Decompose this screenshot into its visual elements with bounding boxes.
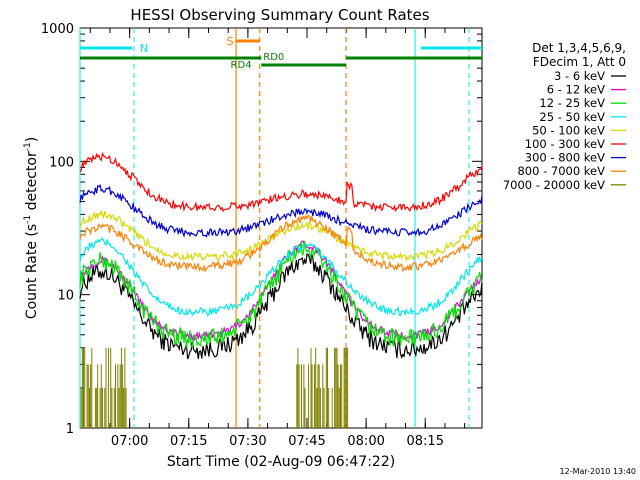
legend-label-7: 800 - 7000 keV	[517, 164, 605, 178]
rd4-label: RD4	[231, 60, 252, 71]
y-tick-label: 1000	[41, 22, 74, 37]
time-markers	[79, 28, 470, 428]
legend-label-4: 50 - 100 keV	[532, 123, 605, 137]
x-tick-label: 08:00	[347, 434, 384, 449]
legend-label-8: 7000 - 20000 keV	[503, 178, 605, 192]
legend-header-line2: FDecim 1, Att 0	[533, 55, 626, 69]
series-line-50-100keV	[79, 209, 483, 263]
y-axis-label-prefix: Count Rate (s	[24, 224, 40, 319]
series-line-25-50keV	[79, 237, 483, 317]
series-line-800-7000keV	[79, 214, 483, 273]
night-label: N	[140, 42, 148, 55]
y-tick-label: 100	[49, 155, 74, 170]
legend-label-6: 300 - 800 keV	[525, 151, 605, 165]
series-line-6-12keV	[79, 240, 483, 342]
series-line-300-800keV	[79, 183, 483, 239]
saa-label: S	[227, 35, 234, 48]
x-tick-label: 07:15	[170, 434, 207, 449]
y-axis-label: Count Rate (s-1 detector-1)	[23, 137, 40, 319]
plot-area: 1 10 100 1000 07:00 07:15 07:30 07:45 08:00 08:1…	[41, 22, 483, 449]
status-annotations: N S RD4 RD0	[80, 35, 482, 71]
series-line-7000-20000keV	[80, 347, 349, 428]
x-axis-ticks: 07:00 07:15 07:30 07:45 08:00 08:15	[89, 28, 466, 449]
y-axis-label-sup1: -1	[23, 215, 33, 224]
series-lines	[79, 151, 483, 428]
series-line-100-300keV	[79, 151, 483, 213]
x-tick-label: 07:00	[111, 434, 148, 449]
rd0-label: RD0	[263, 52, 284, 63]
legend-label-0: 3 - 6 keV	[554, 69, 605, 83]
legend-label-1: 6 - 12 keV	[547, 83, 605, 97]
x-tick-label: 07:45	[288, 434, 325, 449]
series-line-3-6keV	[79, 253, 483, 360]
series-line-12-25keV	[79, 240, 483, 349]
y-axis-label-suffix: )	[24, 137, 40, 142]
x-axis-label: Start Time (02-Aug-09 06:47:22)	[167, 454, 395, 470]
chart-title: HESSI Observing Summary Count Rates	[130, 6, 429, 24]
legend-header-line1: Det 1,3,4,5,6,9,	[532, 41, 626, 55]
legend-label-5: 100 - 300 keV	[525, 137, 605, 151]
legend: Det 1,3,4,5,6,9, FDecim 1, Att 0 3 - 6 k…	[503, 41, 626, 192]
y-axis-label-sup2: -1	[23, 142, 33, 151]
legend-label-2: 12 - 25 keV	[539, 96, 605, 110]
y-axis-label-mid: detector	[24, 151, 40, 215]
footer-timestamp: 12-Mar-2010 13:40	[560, 467, 637, 476]
y-tick-label: 10	[57, 289, 74, 304]
legend-label-3: 25 - 50 keV	[539, 110, 605, 124]
y-axis-ticks: 1 10 100 1000	[41, 22, 482, 437]
x-tick-label: 08:15	[407, 434, 444, 449]
x-tick-label: 07:30	[229, 434, 266, 449]
y-tick-label: 1	[66, 422, 74, 437]
